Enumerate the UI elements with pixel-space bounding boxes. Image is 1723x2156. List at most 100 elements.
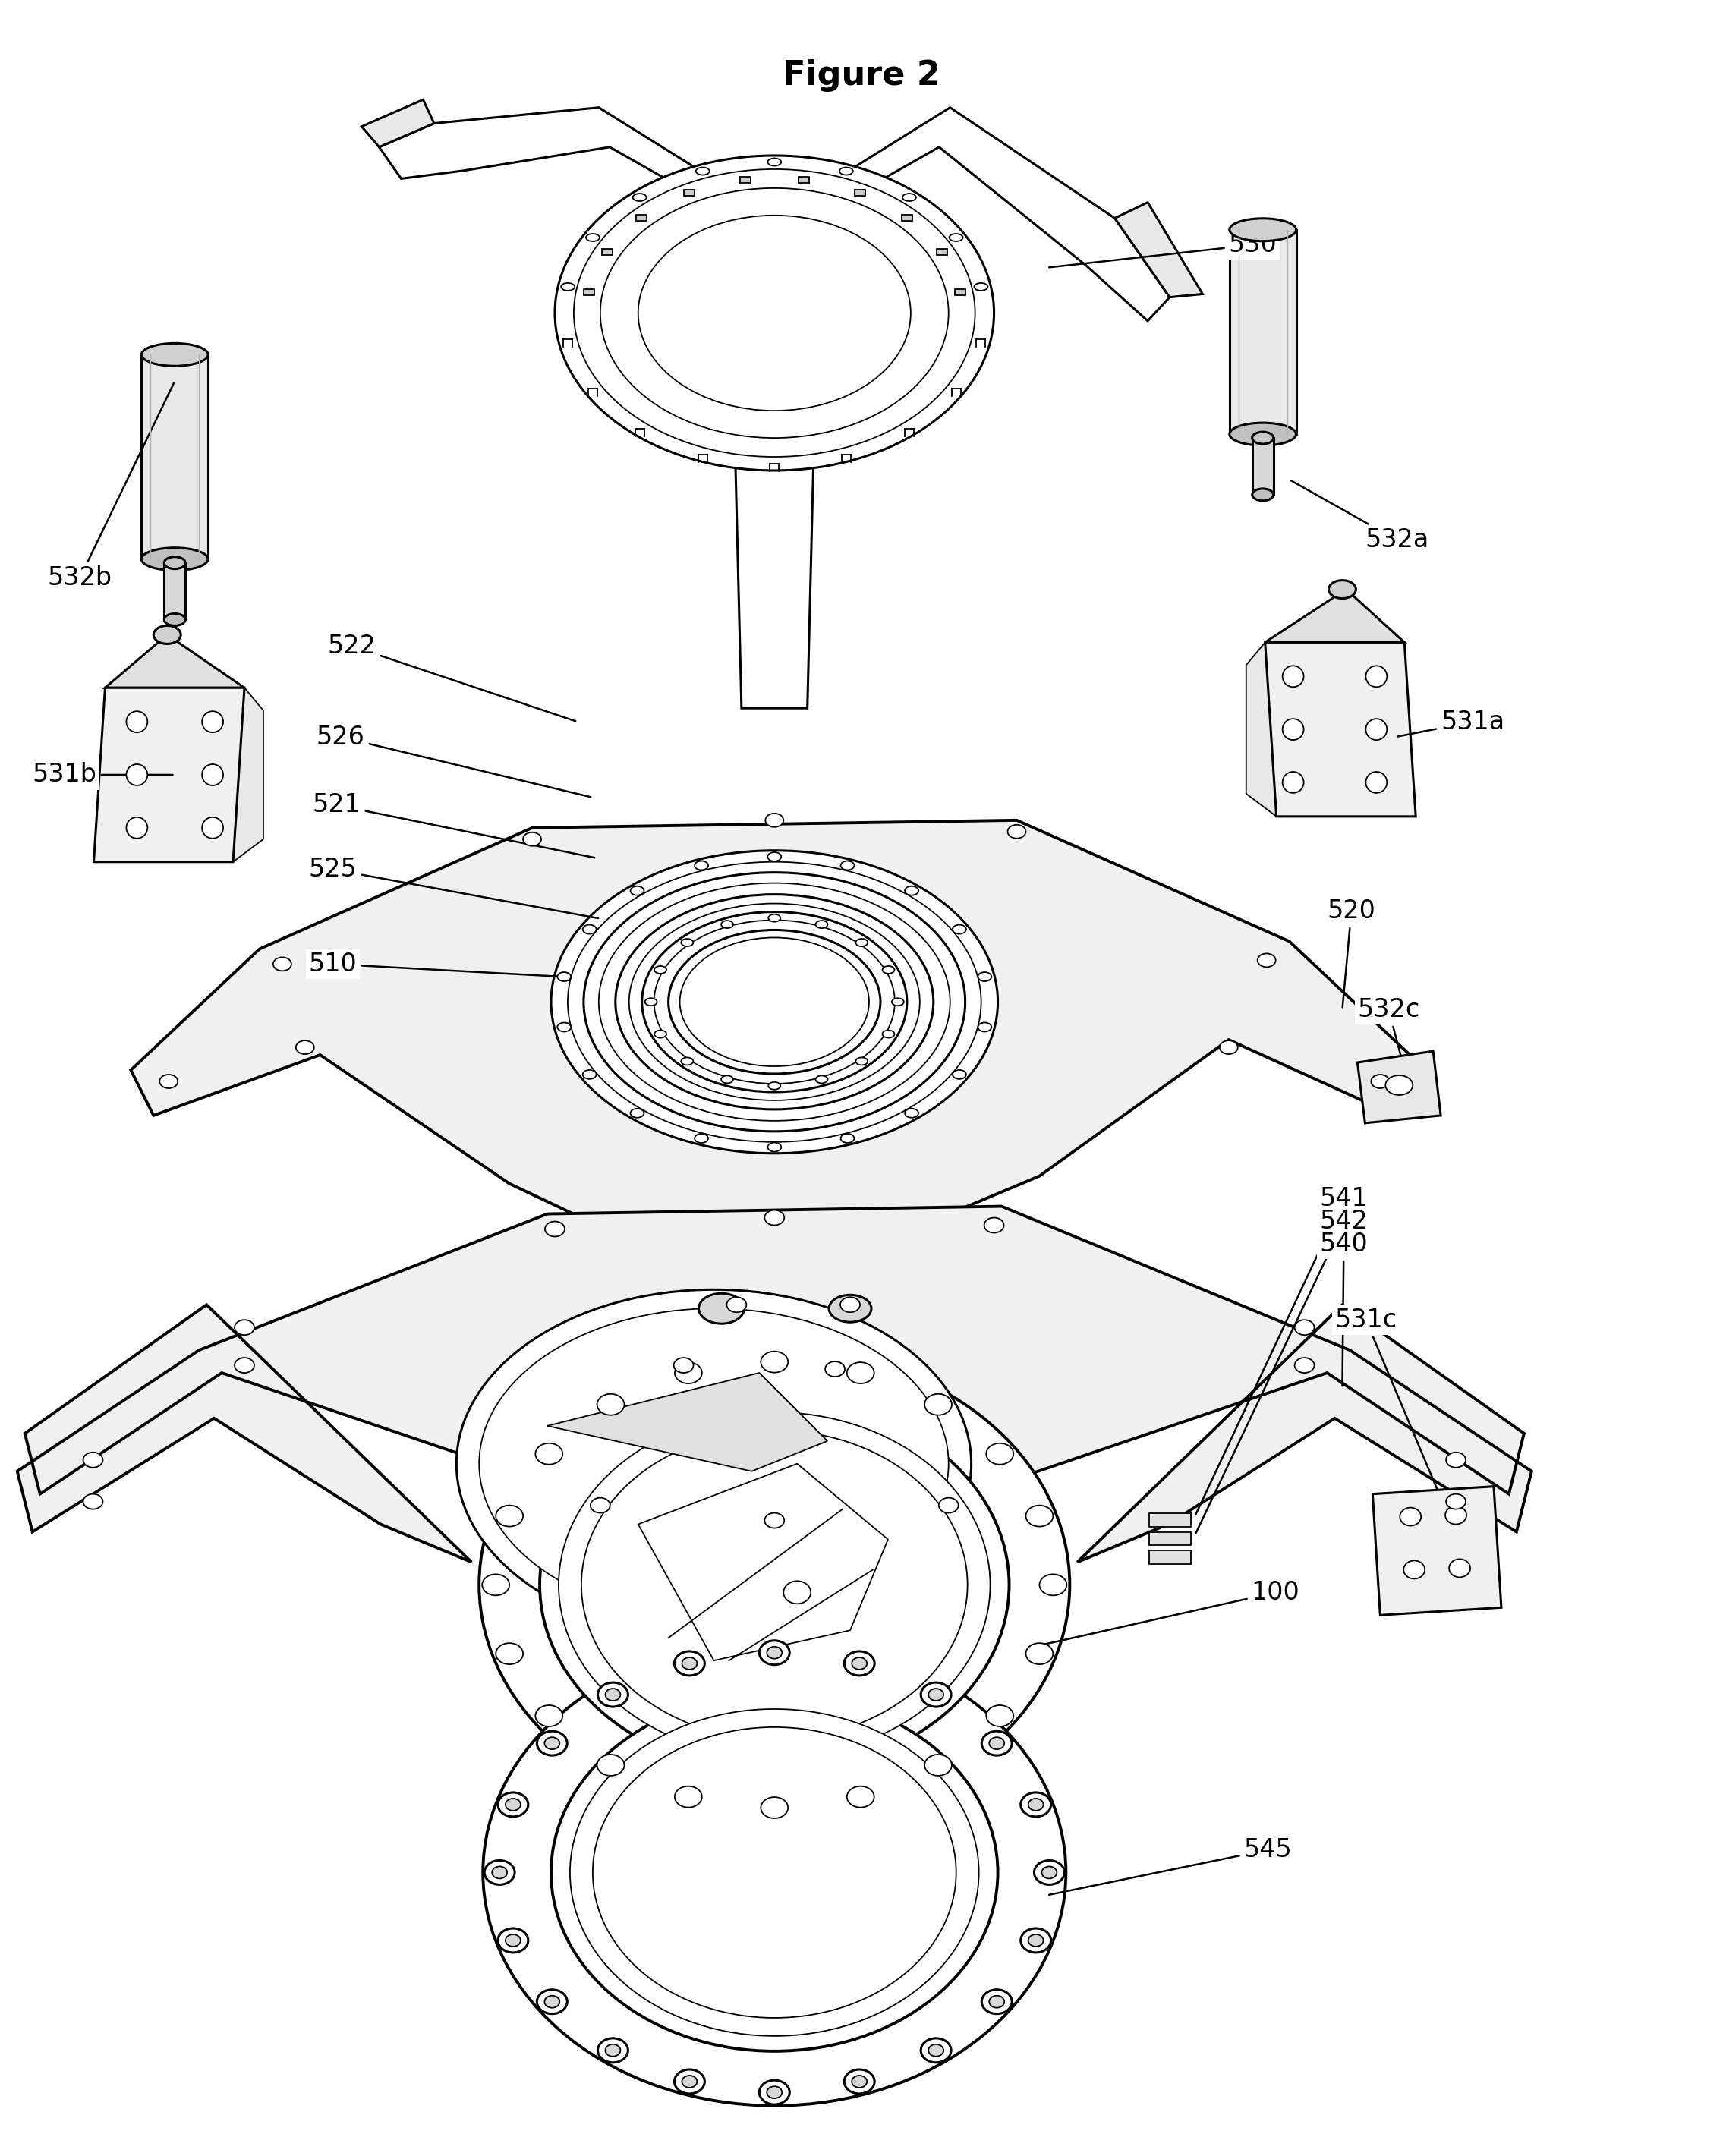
Ellipse shape xyxy=(1230,218,1296,241)
Ellipse shape xyxy=(694,860,708,871)
Ellipse shape xyxy=(675,1363,701,1384)
Ellipse shape xyxy=(482,1639,1067,2106)
Ellipse shape xyxy=(457,1289,972,1639)
Ellipse shape xyxy=(768,914,781,923)
Ellipse shape xyxy=(544,1222,565,1238)
Polygon shape xyxy=(233,688,264,862)
Ellipse shape xyxy=(1282,666,1304,688)
Ellipse shape xyxy=(505,1798,520,1811)
Polygon shape xyxy=(955,289,965,295)
Text: 542: 542 xyxy=(1196,1210,1368,1533)
Ellipse shape xyxy=(1446,1453,1466,1468)
Ellipse shape xyxy=(596,1755,624,1777)
Ellipse shape xyxy=(768,1082,781,1089)
Ellipse shape xyxy=(296,1041,314,1054)
Ellipse shape xyxy=(982,1731,1011,1755)
Ellipse shape xyxy=(1366,772,1387,793)
Ellipse shape xyxy=(979,972,991,981)
Ellipse shape xyxy=(829,1296,872,1322)
Ellipse shape xyxy=(1029,1934,1044,1947)
Ellipse shape xyxy=(479,1350,1070,1822)
Ellipse shape xyxy=(953,1069,967,1078)
Ellipse shape xyxy=(479,1309,949,1619)
Ellipse shape xyxy=(1446,1507,1466,1524)
Text: 521: 521 xyxy=(312,793,594,858)
Ellipse shape xyxy=(202,763,224,785)
Ellipse shape xyxy=(631,1108,644,1117)
Ellipse shape xyxy=(767,1647,782,1658)
Polygon shape xyxy=(1265,589,1404,642)
Ellipse shape xyxy=(844,2070,875,2093)
Ellipse shape xyxy=(982,1990,1011,2014)
Ellipse shape xyxy=(202,817,224,839)
Ellipse shape xyxy=(1366,666,1387,688)
Polygon shape xyxy=(1246,642,1277,817)
Polygon shape xyxy=(1230,231,1296,433)
Polygon shape xyxy=(700,1222,849,1253)
Polygon shape xyxy=(164,563,186,619)
Ellipse shape xyxy=(536,1442,563,1464)
Ellipse shape xyxy=(202,711,224,733)
Ellipse shape xyxy=(760,2081,789,2104)
Ellipse shape xyxy=(493,1867,507,1878)
Ellipse shape xyxy=(841,1298,860,1313)
Ellipse shape xyxy=(551,849,998,1153)
Ellipse shape xyxy=(1404,1561,1425,1578)
Ellipse shape xyxy=(893,998,905,1005)
Ellipse shape xyxy=(141,548,208,571)
Ellipse shape xyxy=(581,1429,968,1740)
Ellipse shape xyxy=(164,614,186,625)
Polygon shape xyxy=(379,108,736,218)
Ellipse shape xyxy=(768,1143,781,1151)
Ellipse shape xyxy=(605,2044,620,2057)
Ellipse shape xyxy=(584,873,965,1132)
Ellipse shape xyxy=(1029,1798,1044,1811)
Polygon shape xyxy=(798,177,810,183)
Ellipse shape xyxy=(844,1651,875,1675)
Ellipse shape xyxy=(682,1658,698,1669)
Ellipse shape xyxy=(682,2076,698,2087)
Ellipse shape xyxy=(986,1705,1013,1727)
Ellipse shape xyxy=(841,860,855,871)
Ellipse shape xyxy=(1282,772,1304,793)
Ellipse shape xyxy=(765,1514,784,1529)
Ellipse shape xyxy=(234,1319,255,1335)
Polygon shape xyxy=(17,1207,1532,1563)
Ellipse shape xyxy=(851,1658,867,1669)
Polygon shape xyxy=(638,1464,887,1660)
Ellipse shape xyxy=(482,1574,510,1595)
Polygon shape xyxy=(684,190,694,196)
Ellipse shape xyxy=(1025,1505,1053,1526)
Text: 510: 510 xyxy=(308,951,606,979)
Ellipse shape xyxy=(562,282,575,291)
Ellipse shape xyxy=(856,1056,868,1065)
Ellipse shape xyxy=(538,1990,567,2014)
Ellipse shape xyxy=(760,1641,789,1664)
Ellipse shape xyxy=(484,1861,515,1884)
Polygon shape xyxy=(141,354,208,558)
Ellipse shape xyxy=(655,1031,667,1037)
Ellipse shape xyxy=(700,1294,744,1324)
Ellipse shape xyxy=(539,1397,1010,1772)
Ellipse shape xyxy=(83,1494,103,1509)
Ellipse shape xyxy=(839,168,853,175)
Ellipse shape xyxy=(856,938,868,946)
Ellipse shape xyxy=(498,1792,529,1818)
Polygon shape xyxy=(93,688,245,862)
Ellipse shape xyxy=(929,2044,944,2057)
Text: 100: 100 xyxy=(1041,1580,1299,1645)
Ellipse shape xyxy=(160,1074,177,1089)
Ellipse shape xyxy=(570,1710,979,2035)
Ellipse shape xyxy=(674,2070,705,2093)
Ellipse shape xyxy=(1258,953,1275,968)
Ellipse shape xyxy=(882,966,894,975)
Ellipse shape xyxy=(979,1022,991,1033)
Ellipse shape xyxy=(126,763,148,785)
Ellipse shape xyxy=(598,2037,627,2063)
Ellipse shape xyxy=(1282,718,1304,740)
Ellipse shape xyxy=(815,1076,827,1082)
Ellipse shape xyxy=(1230,423,1296,446)
Polygon shape xyxy=(636,213,646,220)
Ellipse shape xyxy=(851,2076,867,2087)
Ellipse shape xyxy=(638,216,911,410)
